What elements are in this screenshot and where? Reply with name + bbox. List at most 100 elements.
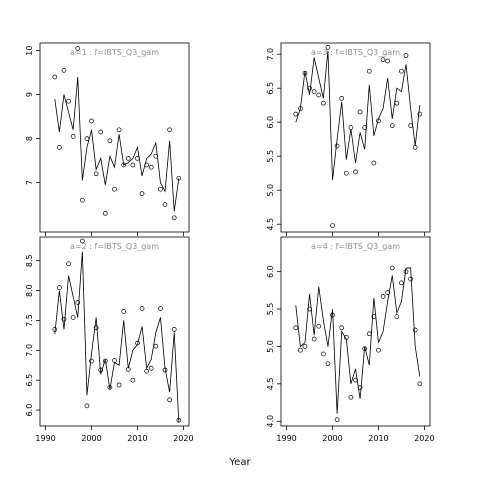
data-point — [339, 96, 345, 101]
data-point — [70, 315, 76, 320]
data-point — [116, 127, 122, 133]
data-point — [298, 106, 303, 111]
data-point — [385, 290, 391, 295]
y-tick-label: 10 — [25, 46, 34, 56]
data-point — [148, 365, 154, 371]
data-point — [130, 162, 136, 168]
data-point — [79, 197, 85, 203]
data-point — [57, 145, 62, 150]
data-point — [75, 300, 81, 305]
data-point — [394, 100, 400, 106]
data-point — [102, 358, 108, 364]
data-point — [84, 403, 90, 409]
data-point — [311, 336, 317, 342]
data-point — [417, 111, 423, 117]
data-point — [153, 343, 159, 349]
data-point — [98, 367, 104, 373]
data-point — [148, 164, 154, 170]
panel-frame — [280, 42, 431, 233]
data-point — [353, 377, 358, 383]
data-point — [320, 351, 326, 357]
data-point — [316, 323, 322, 329]
data-point — [311, 89, 317, 94]
data-point — [66, 98, 71, 104]
y-tick-label: 6.0 — [25, 404, 34, 417]
data-point — [353, 169, 358, 175]
data-point — [130, 377, 136, 383]
series-line — [295, 267, 421, 414]
data-point — [125, 156, 131, 161]
data-point — [107, 138, 113, 144]
data-point — [417, 381, 423, 387]
y-tick-label: 9 — [25, 92, 34, 97]
data-point — [380, 293, 386, 299]
y-tick-label: 5.5 — [266, 150, 275, 163]
data-point — [339, 325, 345, 331]
data-point — [121, 162, 127, 168]
series-line — [54, 76, 180, 212]
data-point — [52, 74, 58, 80]
data-point — [385, 58, 391, 64]
data-point — [366, 68, 372, 74]
panel-title: a=4 : f=IBTS_Q3_gam — [311, 242, 400, 251]
y-tick-label: 8 — [25, 136, 34, 141]
data-point — [144, 368, 150, 374]
data-point — [167, 127, 172, 133]
data-point — [376, 347, 381, 353]
data-point — [135, 156, 140, 161]
data-point — [158, 186, 163, 192]
data-point — [412, 145, 418, 150]
data-point — [399, 280, 404, 286]
panel-title: a=3 : f=IBTS_Q3_gam — [311, 48, 400, 57]
data-point — [380, 57, 386, 62]
data-point — [330, 223, 335, 228]
data-point — [75, 46, 81, 51]
y-tick-label: 5.5 — [266, 303, 275, 316]
panel-frame — [39, 236, 190, 427]
data-point — [144, 162, 150, 168]
data-point — [89, 358, 94, 364]
data-point — [98, 129, 104, 135]
data-point — [362, 346, 368, 352]
panel-3: a=2 : f=IBTS_Q3_gam 6.0 6.5 7.0 7.5 8.0 8.5 199… — [25, 236, 194, 443]
data-point — [66, 261, 71, 267]
data-point — [84, 136, 90, 141]
y-tick-label: 7.5 — [25, 314, 34, 327]
data-point — [371, 160, 377, 166]
panel-4: a=4 : f=IBTS_Q3_gam 4.0 4.5 5.0 5.5 6.0 1990 20… — [266, 236, 435, 443]
data-point — [93, 325, 99, 330]
data-point — [162, 367, 168, 373]
y-tick-label: 6.0 — [266, 265, 275, 278]
data-point — [162, 202, 168, 207]
data-point — [293, 111, 299, 117]
x-tick-label: 1990 — [276, 434, 296, 443]
data-point — [325, 361, 331, 367]
y-tick-label: 7 — [25, 180, 34, 185]
y-tick-label: 7.0 — [25, 344, 34, 357]
data-point — [412, 327, 418, 333]
data-point — [357, 385, 363, 390]
data-point — [334, 143, 340, 149]
data-point — [70, 134, 76, 139]
panel-title: a=2 : f=IBTS_Q3_gam — [70, 242, 159, 251]
data-point — [61, 316, 67, 322]
y-tick-label: 6.5 — [25, 374, 34, 387]
data-point — [158, 306, 163, 311]
x-tick-label: 2000 — [322, 434, 342, 443]
panel-2: a=3 : f=IBTS_Q3_gam 4.5 5.0 5.5 6.0 6.5 7.0 — [266, 42, 431, 236]
y-tick-label: 7.0 — [266, 48, 275, 61]
data-point — [366, 331, 372, 337]
data-point — [57, 285, 62, 290]
data-point — [371, 314, 377, 319]
data-point — [389, 123, 395, 128]
y-tick-label: 5.0 — [266, 340, 275, 353]
data-point — [316, 92, 322, 98]
data-point — [93, 171, 99, 177]
y-tick-label: 6.5 — [266, 82, 275, 95]
y-tick-label: 4.0 — [266, 415, 275, 428]
data-point — [307, 306, 312, 312]
data-point — [89, 118, 94, 124]
data-point — [52, 327, 58, 332]
data-point — [176, 175, 182, 181]
x-tick-label: 2020 — [173, 434, 193, 443]
